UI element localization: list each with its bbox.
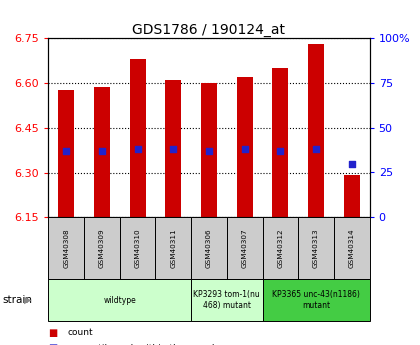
Bar xyxy=(129,59,146,217)
Bar xyxy=(191,279,262,321)
Text: GSM40309: GSM40309 xyxy=(99,229,105,268)
Bar xyxy=(344,176,360,217)
Text: KP3365 unc-43(n1186)
mutant: KP3365 unc-43(n1186) mutant xyxy=(272,290,360,310)
Text: GSM40308: GSM40308 xyxy=(63,229,69,268)
Title: GDS1786 / 190124_at: GDS1786 / 190124_at xyxy=(132,23,286,37)
Bar xyxy=(308,44,324,217)
Bar xyxy=(94,87,110,217)
Bar xyxy=(201,83,217,217)
Bar xyxy=(227,217,262,279)
Bar xyxy=(272,68,289,217)
Bar xyxy=(191,217,227,279)
Text: GSM40306: GSM40306 xyxy=(206,229,212,268)
Text: percentile rank within the sample: percentile rank within the sample xyxy=(67,344,220,345)
Text: GSM40312: GSM40312 xyxy=(277,229,284,268)
Bar xyxy=(334,217,370,279)
Bar xyxy=(155,217,191,279)
Point xyxy=(312,146,319,152)
Point xyxy=(63,148,70,154)
Text: wildtype: wildtype xyxy=(103,296,136,305)
Text: count: count xyxy=(67,328,93,337)
Point xyxy=(241,146,248,152)
Text: ■: ■ xyxy=(48,344,58,345)
Bar xyxy=(236,77,253,217)
Text: GSM40311: GSM40311 xyxy=(170,229,176,268)
Text: ■: ■ xyxy=(48,328,58,338)
Bar xyxy=(262,217,298,279)
Bar xyxy=(262,279,370,321)
Point xyxy=(206,148,212,154)
Bar xyxy=(58,90,74,217)
Bar xyxy=(48,279,191,321)
Bar xyxy=(120,217,155,279)
Text: GSM40307: GSM40307 xyxy=(241,229,248,268)
Point xyxy=(277,148,284,154)
Text: GSM40310: GSM40310 xyxy=(134,229,141,268)
Bar xyxy=(298,217,334,279)
Text: strain: strain xyxy=(2,295,32,305)
Text: ▶: ▶ xyxy=(24,295,32,305)
Text: GSM40314: GSM40314 xyxy=(349,229,355,268)
Point xyxy=(98,148,105,154)
Bar xyxy=(165,80,181,217)
Point xyxy=(134,146,141,152)
Point xyxy=(170,146,177,152)
Text: KP3293 tom-1(nu
468) mutant: KP3293 tom-1(nu 468) mutant xyxy=(194,290,260,310)
Bar xyxy=(84,217,120,279)
Bar xyxy=(48,217,84,279)
Text: GSM40313: GSM40313 xyxy=(313,229,319,268)
Point xyxy=(349,161,355,166)
